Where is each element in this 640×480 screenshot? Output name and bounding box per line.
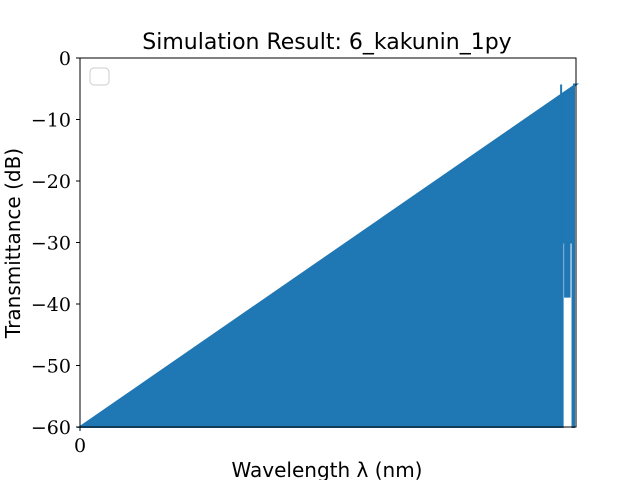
plot-area — [76, 57, 580, 428]
x-tick-label: 0 — [74, 435, 86, 457]
series-area-0 — [76, 83, 580, 428]
x-axis-label: Wavelength λ (nm) — [232, 458, 423, 480]
y-tick-label: −40 — [31, 294, 71, 316]
y-tick-label: −50 — [31, 356, 71, 378]
y-axis: 0 −10 −20 −30 −40 −50 −60 — [31, 48, 80, 439]
x-axis: 0 — [74, 427, 86, 457]
series-layer — [76, 83, 580, 428]
y-tick-label: −60 — [31, 417, 71, 439]
y-tick-label: −10 — [31, 110, 71, 132]
chart-title: Simulation Result: 6_kakunin_1py — [142, 30, 511, 55]
y-tick-label: 0 — [59, 48, 71, 70]
y-axis-label: Transmittance (dB) — [1, 148, 25, 339]
y-tick-label: −20 — [31, 171, 71, 193]
legend-box — [89, 67, 110, 86]
y-tick-label: −30 — [31, 233, 71, 255]
